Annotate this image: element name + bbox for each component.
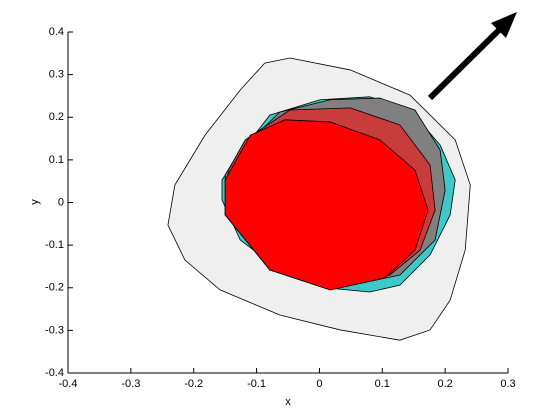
y-tick-label: 0.2 [49, 111, 64, 123]
x-tick-label: 0.1 [375, 378, 390, 390]
y-tick-label: -0.2 [45, 282, 64, 294]
y-tick-label: -0.1 [45, 239, 64, 251]
x-tick-label: 0 [316, 378, 322, 390]
y-tick-label: -0.4 [45, 367, 64, 379]
x-tick-label: 0.3 [500, 378, 515, 390]
y-tick-label: 0.3 [49, 69, 64, 81]
x-tick-label: -0.2 [184, 378, 203, 390]
y-axis-label: y [29, 199, 41, 205]
x-tick-label: -0.3 [121, 378, 140, 390]
x-tick-label: 0.2 [437, 378, 452, 390]
x-tick-label: -0.4 [59, 378, 78, 390]
x-axis-label: x [285, 396, 291, 408]
x-tick-label: -0.1 [247, 378, 266, 390]
plot-area [167, 57, 471, 341]
y-tick-label: 0.4 [49, 26, 64, 38]
arrow-head [491, 12, 517, 38]
y-tick-label: -0.3 [45, 324, 64, 336]
region [224, 119, 429, 291]
y-tick-label: 0 [58, 196, 64, 208]
arrow-shaft [427, 26, 503, 101]
y-tick-label: 0.1 [49, 154, 64, 166]
